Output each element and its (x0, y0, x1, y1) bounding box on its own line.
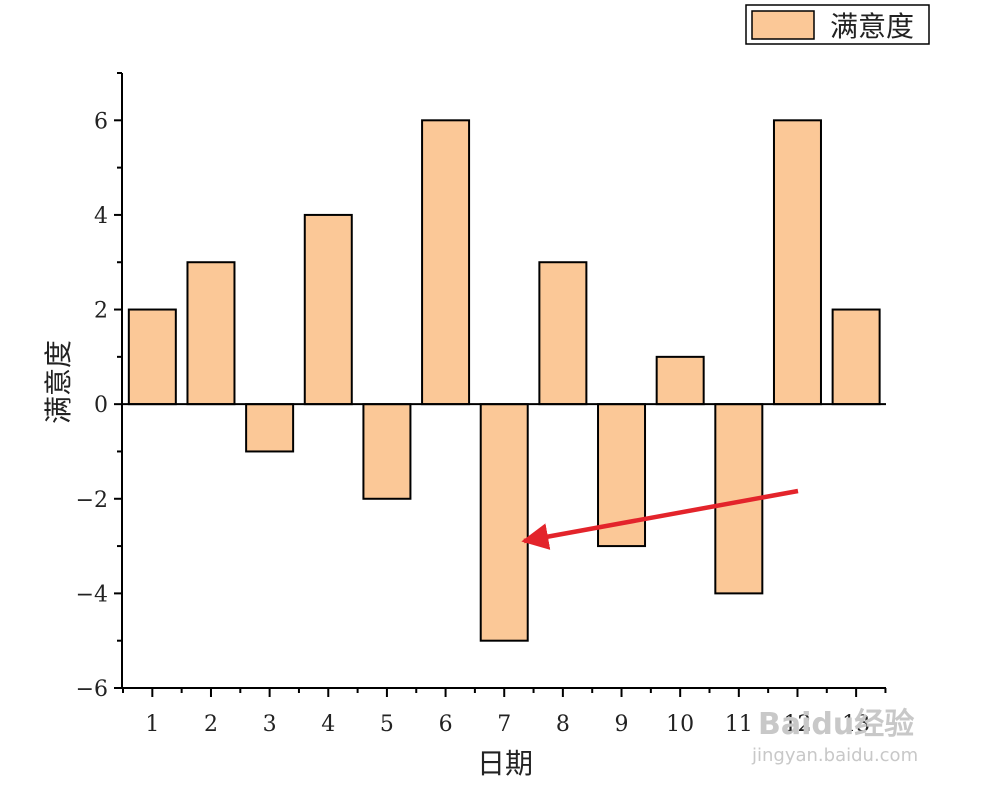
watermark-url: jingyan.baidu.com (751, 745, 918, 766)
legend-label: 满意度 (830, 10, 914, 43)
x-tick-label: 10 (666, 712, 694, 737)
x-tick-label: 7 (497, 712, 511, 737)
watermark: Baidu经验 jingyan.baidu.com (751, 707, 918, 766)
y-tick-label: −6 (76, 677, 108, 702)
x-tick-label: 9 (615, 712, 629, 737)
bar-3 (245, 403, 295, 453)
y-tick-label: −4 (76, 582, 108, 607)
bars (127, 119, 881, 642)
bar-12 (772, 119, 822, 406)
legend: 满意度 (745, 4, 930, 45)
y-tick-label: 0 (94, 393, 108, 418)
legend-swatch (751, 10, 815, 40)
bar-8 (538, 261, 588, 406)
bar-1 (127, 308, 177, 406)
y-tick-label: 2 (94, 299, 108, 324)
annotation-arrow (521, 488, 799, 550)
watermark-brand: Baidu经验 (758, 707, 914, 742)
x-tick-label: 6 (439, 712, 453, 737)
y-tick-label: 6 (94, 109, 108, 134)
x-tick-label: 8 (556, 712, 570, 737)
y-tick-label: 4 (94, 204, 108, 229)
bar-7 (479, 403, 529, 642)
bar-4 (303, 213, 353, 406)
x-tick-label: 1 (145, 712, 159, 737)
y-axis-title: 满意度 (42, 340, 75, 424)
x-tick-label: 5 (380, 712, 394, 737)
y-tick-label: −2 (76, 488, 108, 513)
bar-13 (831, 308, 881, 406)
x-tick-label: 4 (321, 712, 335, 737)
x-tick-label: 12 (783, 712, 811, 737)
bar-10 (655, 355, 705, 406)
x-tick-label: 11 (725, 712, 753, 737)
x-tick-label: 2 (204, 712, 218, 737)
x-tick-label: 3 (263, 712, 277, 737)
bar-6 (421, 119, 471, 406)
bar-5 (362, 403, 412, 500)
bar-2 (186, 261, 236, 406)
x-tick-label: 13 (842, 712, 870, 737)
x-axis-title: 日期 (477, 747, 533, 780)
